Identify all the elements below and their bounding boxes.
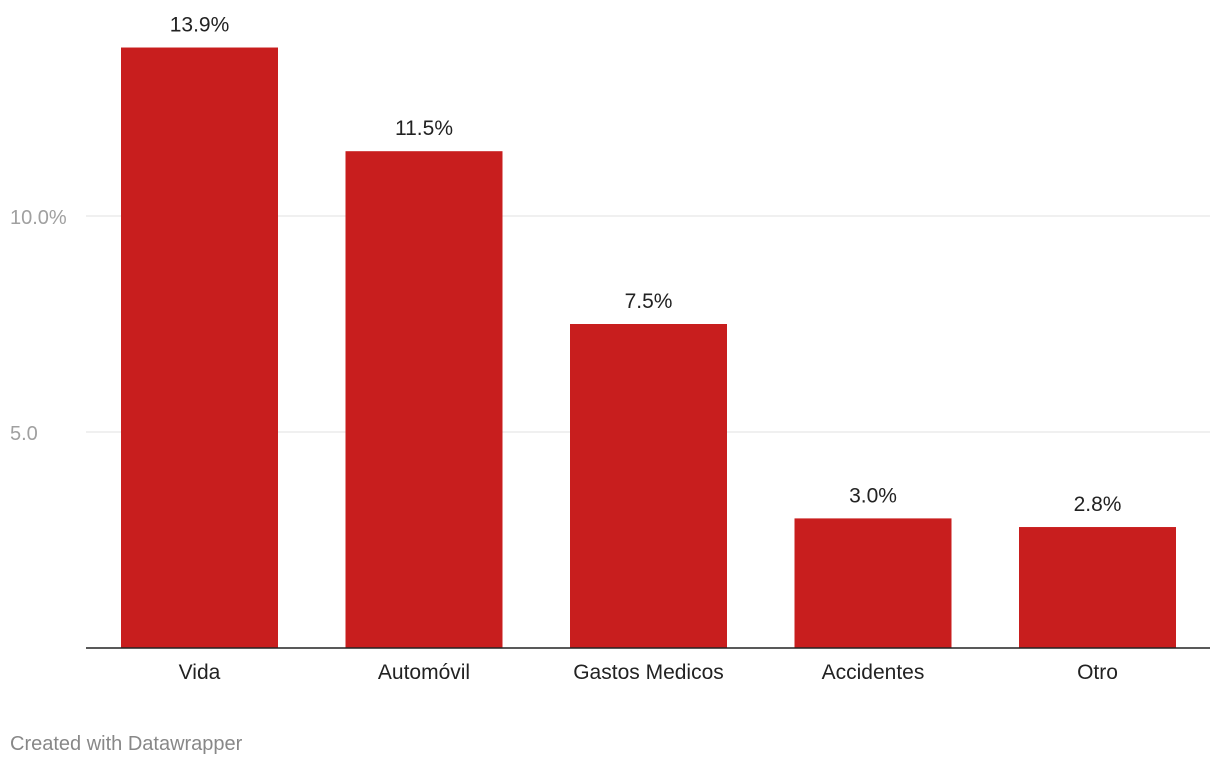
value-label: 2.8% — [1074, 493, 1122, 516]
y-tick-label: 10.0% — [10, 207, 67, 229]
credit-text: Created with Datawrapper — [10, 733, 243, 755]
bar — [794, 518, 952, 648]
category-label: Gastos Medicos — [573, 661, 724, 684]
value-label: 3.0% — [849, 484, 897, 507]
category-label: Accidentes — [822, 661, 925, 684]
bar — [345, 151, 503, 648]
labels: 5.0 10.0% 13.9% Vida 11.5% Automóvil 7.5% Gasto… — [10, 14, 1121, 684]
category-label: Otro — [1077, 661, 1118, 684]
bars — [121, 47, 1176, 648]
bar — [121, 47, 278, 648]
value-label: 11.5% — [395, 117, 453, 140]
category-label: Automóvil — [378, 661, 470, 684]
bar — [570, 324, 727, 648]
value-label: 13.9% — [170, 14, 230, 37]
value-label: 7.5% — [625, 290, 673, 313]
bar — [1019, 527, 1176, 648]
y-tick-label: 5.0 — [10, 423, 38, 445]
category-label: Vida — [179, 661, 221, 684]
